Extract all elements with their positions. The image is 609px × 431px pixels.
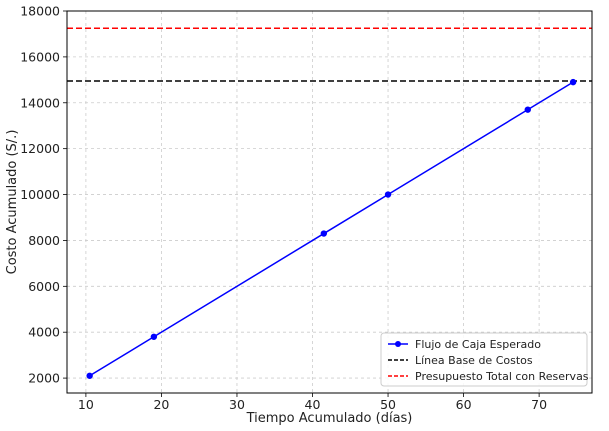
x-tick-label: 50 [380,397,396,412]
y-tick-label: 8000 [28,233,60,248]
grid-layer [67,10,592,393]
cash-flow-point [86,372,93,379]
tick-layer: 10 20 30 40 50 60 70 2000 4000 6000 8000 10000 12000… [20,4,547,413]
cash-flow-line [89,81,574,377]
cash-flow-point [569,78,577,86]
y-tick-label: 2000 [28,371,60,386]
legend-entry-cash-flow-label: Flujo de Caja Esperado [415,338,541,351]
cash-flow-point [320,230,328,237]
cash-flow-point [150,333,158,340]
reference-lines [67,27,592,82]
legend-entry-baseline-label: Línea Base de Costos [415,354,533,367]
x-axis-label: Tiempo Acumulado (días) [246,411,413,426]
legend: Flujo de Caja Esperado Línea Base de Cost… [380,332,589,387]
y-tick-label: 6000 [28,279,60,294]
cash-flow-point [384,191,392,198]
x-tick-label: 70 [531,397,547,412]
x-tick-label: 10 [78,397,94,412]
y-tick-label: 4000 [28,325,60,340]
legend-entry-budget-label: Presupuesto Total con Reservas [415,370,589,383]
y-tick-label: 12000 [20,141,60,156]
x-tick-label: 40 [305,397,321,412]
y-tick-label: 16000 [20,49,60,64]
y-tick-label: 14000 [20,95,60,110]
y-tick-label: 10000 [20,187,60,202]
x-tick-label: 20 [153,397,169,412]
y-tick-label: 18000 [20,4,60,19]
x-tick-label: 60 [456,397,472,412]
x-tick-label: 30 [229,397,245,412]
series-layer [86,78,577,379]
legend-entry-cash-flow-marker [395,341,401,347]
plot-frame [66,10,593,394]
legend-box [380,332,588,387]
cash-flow-point [524,106,531,113]
y-axis-label: Costo Acumulado (S/.) [5,130,20,275]
